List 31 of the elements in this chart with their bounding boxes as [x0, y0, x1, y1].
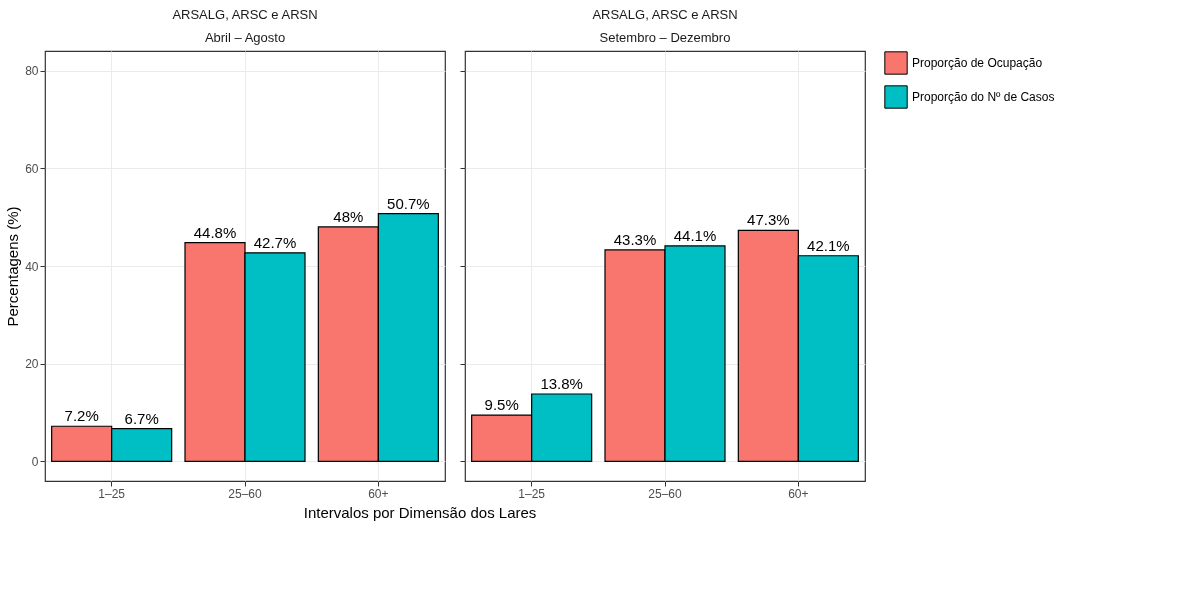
y-tick-label: 20 [25, 357, 39, 372]
x-axis-title: Intervalos por Dimensão dos Lares [303, 503, 537, 521]
data-label: 43.3% [613, 230, 657, 248]
x-tick-label: 1–25 [518, 486, 546, 501]
y-tick-label: 0 [31, 454, 39, 469]
x-tick-label: 60+ [788, 486, 809, 501]
data-label: 44.8% [193, 223, 237, 241]
data-label: 42.1% [807, 236, 850, 254]
x-tick-label: 60+ [368, 486, 389, 501]
chart-title: ARSALG, ARSC e ARSN [172, 7, 318, 22]
chart-title: ARSALG, ARSC e ARSN [592, 7, 738, 22]
chart-subtitle: Abril – Agosto [204, 30, 286, 45]
x-tick-label: 25–60 [228, 486, 263, 501]
legend-label: Proporção do Nº de Casos [912, 90, 1055, 104]
y-tick-label: 80 [25, 64, 39, 79]
data-label: 44.1% [673, 226, 717, 244]
legend-label: Proporção de Ocupação [912, 56, 1043, 70]
y-tick-label: 60 [25, 161, 39, 176]
x-tick-label: 25–60 [648, 486, 683, 501]
chart-subtitle: Setembro – Dezembro [599, 30, 731, 45]
data-label: 9.5% [484, 396, 519, 414]
data-label: 50.7% [387, 194, 430, 212]
data-label: 48% [333, 207, 364, 225]
data-label: 47.3% [747, 211, 790, 229]
x-tick-label: 1–25 [98, 486, 126, 501]
y-axis-title: Percentagens (%) [4, 206, 22, 327]
data-label: 42.7% [253, 233, 297, 251]
y-tick-label: 40 [25, 259, 39, 274]
data-label: 13.8% [540, 375, 583, 393]
data-label: 7.2% [64, 407, 99, 425]
data-label: 6.7% [124, 409, 159, 427]
